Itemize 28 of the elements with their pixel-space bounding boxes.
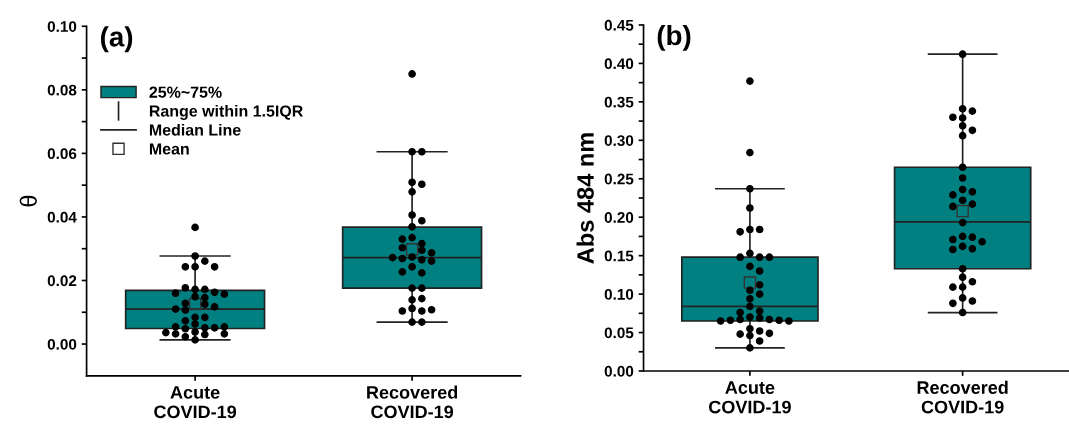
- x-tick-label: Acute COVID-19: [154, 386, 237, 419]
- y-axis-title: θ: [19, 195, 37, 207]
- y-tick-label: 0.06: [47, 148, 77, 160]
- y-tick-label: 0.45: [604, 19, 634, 31]
- y-tick-label: 0.04: [47, 211, 77, 223]
- y-tick-label: 0.30: [604, 135, 634, 147]
- y-tick-label: 0.05: [604, 327, 634, 339]
- x-tick-label: Acute COVID-19: [709, 381, 791, 414]
- chart-title: (b): [657, 24, 691, 51]
- y-axis-title: Abs 484 nm: [576, 133, 594, 264]
- x-tick-label: Recovered COVID-19: [917, 380, 1008, 414]
- chart-title: (a): [100, 26, 133, 53]
- y-tick-label: 0.25: [604, 173, 634, 185]
- y-tick-label: 0.35: [604, 96, 634, 108]
- y-tick-label: 0.15: [604, 250, 634, 262]
- y-tick-label: 0.20: [604, 212, 634, 223]
- annotation: Range within 1.5IQR: [149, 104, 303, 120]
- y-tick-label: 0.40: [604, 58, 634, 70]
- y-tick-label: 0.10: [604, 288, 634, 300]
- y-tick-label: 0.08: [47, 84, 77, 96]
- y-tick-label: 0.00: [47, 338, 77, 350]
- y-tick-label: 0.02: [47, 275, 77, 287]
- legend-label: 25%~75%: [149, 86, 222, 98]
- annotation: Median Line: [149, 123, 241, 136]
- annotation: Mean: [149, 143, 189, 155]
- y-tick-label: 0.10: [47, 21, 77, 32]
- y-tick-label: 0.00: [604, 365, 634, 377]
- x-tick-label: Recovered COVID-19: [367, 385, 458, 419]
